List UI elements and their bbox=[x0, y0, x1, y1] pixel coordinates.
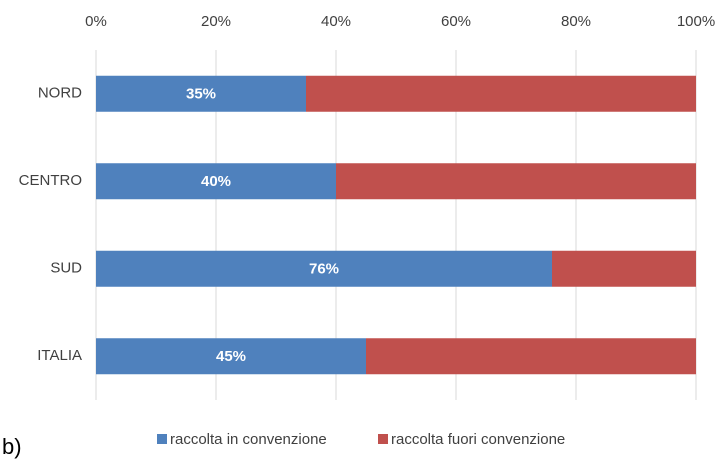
legend-label: raccolta fuori convenzione bbox=[391, 431, 565, 448]
bar-segment bbox=[96, 250, 552, 287]
legend-label: raccolta in convenzione bbox=[170, 431, 327, 448]
x-tick-label: 60% bbox=[441, 13, 471, 30]
legend-swatch bbox=[378, 434, 388, 444]
data-label: 76% bbox=[309, 261, 339, 278]
x-tick-label: 40% bbox=[321, 13, 351, 30]
bar-segment bbox=[336, 163, 696, 200]
data-label: 40% bbox=[201, 173, 231, 190]
bar-segment bbox=[366, 338, 696, 375]
y-tick-label: CENTRO bbox=[19, 172, 82, 189]
data-label: 45% bbox=[216, 348, 246, 365]
x-tick-label: 80% bbox=[561, 13, 591, 30]
bar-segment bbox=[96, 338, 366, 375]
bar-segment bbox=[96, 163, 336, 200]
data-label: 35% bbox=[186, 86, 216, 103]
y-tick-label: NORD bbox=[38, 85, 82, 102]
y-tick-label: SUD bbox=[50, 260, 82, 277]
x-tick-label: 100% bbox=[677, 13, 715, 30]
annotation: b) bbox=[2, 434, 22, 459]
bar-segment bbox=[552, 250, 696, 287]
bar-segment bbox=[306, 75, 696, 112]
y-tick-label: ITALIA bbox=[37, 347, 82, 364]
x-tick-label: 0% bbox=[85, 13, 107, 30]
x-tick-label: 20% bbox=[201, 13, 231, 30]
bar-segment bbox=[96, 75, 306, 112]
legend-swatch bbox=[157, 434, 167, 444]
